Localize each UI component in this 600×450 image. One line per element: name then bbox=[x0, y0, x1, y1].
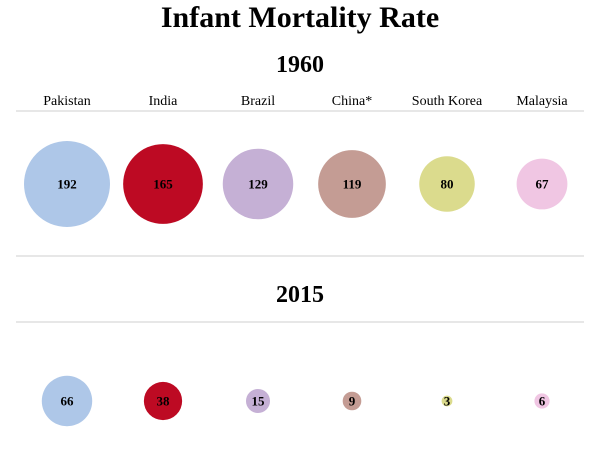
country-label-south-korea: South Korea bbox=[412, 94, 483, 109]
value-label-china-2015: 9 bbox=[349, 394, 356, 409]
bubble-india-1960 bbox=[123, 144, 203, 224]
bubble-malaysia-2015 bbox=[534, 393, 550, 409]
value-label-india-2015: 38 bbox=[157, 394, 171, 409]
year-label-1960: 1960 bbox=[276, 52, 324, 78]
value-label-malaysia-1960: 67 bbox=[536, 177, 550, 192]
country-label-malaysia: Malaysia bbox=[516, 94, 568, 109]
bubble-pakistan-2015 bbox=[41, 375, 93, 427]
value-label-brazil-2015: 15 bbox=[252, 394, 266, 409]
value-label-pakistan-1960: 192 bbox=[57, 177, 77, 192]
country-labels: Pakistan India Brazil China* South Korea Mala… bbox=[43, 94, 568, 109]
value-label-china-1960: 119 bbox=[343, 177, 362, 192]
bubble-china-1960 bbox=[318, 150, 386, 218]
bubble-malaysia-1960 bbox=[516, 158, 568, 210]
bubbles-1960: 192 165 129 119 80 67 bbox=[24, 141, 568, 227]
country-label-brazil: Brazil bbox=[241, 94, 275, 109]
country-label-pakistan: Pakistan bbox=[43, 94, 90, 109]
country-label-china: China* bbox=[332, 94, 372, 109]
bubble-brazil-2015 bbox=[245, 388, 271, 414]
value-label-pakistan-2015: 66 bbox=[61, 394, 75, 409]
bubble-south-korea-2015 bbox=[441, 395, 453, 407]
bubble-pakistan-1960 bbox=[24, 141, 110, 227]
country-label-india: India bbox=[149, 94, 179, 109]
year-label-2015: 2015 bbox=[276, 282, 324, 308]
bubble-brazil-1960 bbox=[222, 148, 294, 220]
value-label-india-1960: 165 bbox=[153, 177, 173, 192]
bubble-india-2015 bbox=[143, 381, 183, 421]
value-label-brazil-1960: 129 bbox=[248, 177, 268, 192]
bubble-south-korea-1960 bbox=[419, 156, 475, 212]
value-label-malaysia-2015: 6 bbox=[539, 394, 546, 409]
bubbles-2015: 66 38 15 9 3 6 bbox=[41, 375, 550, 427]
value-label-south-korea-1960: 80 bbox=[441, 177, 454, 192]
bubble-china-2015 bbox=[342, 391, 362, 411]
chart-title: Infant Mortality Rate bbox=[161, 1, 439, 34]
value-label-south-korea-2015: 3 bbox=[444, 394, 451, 409]
